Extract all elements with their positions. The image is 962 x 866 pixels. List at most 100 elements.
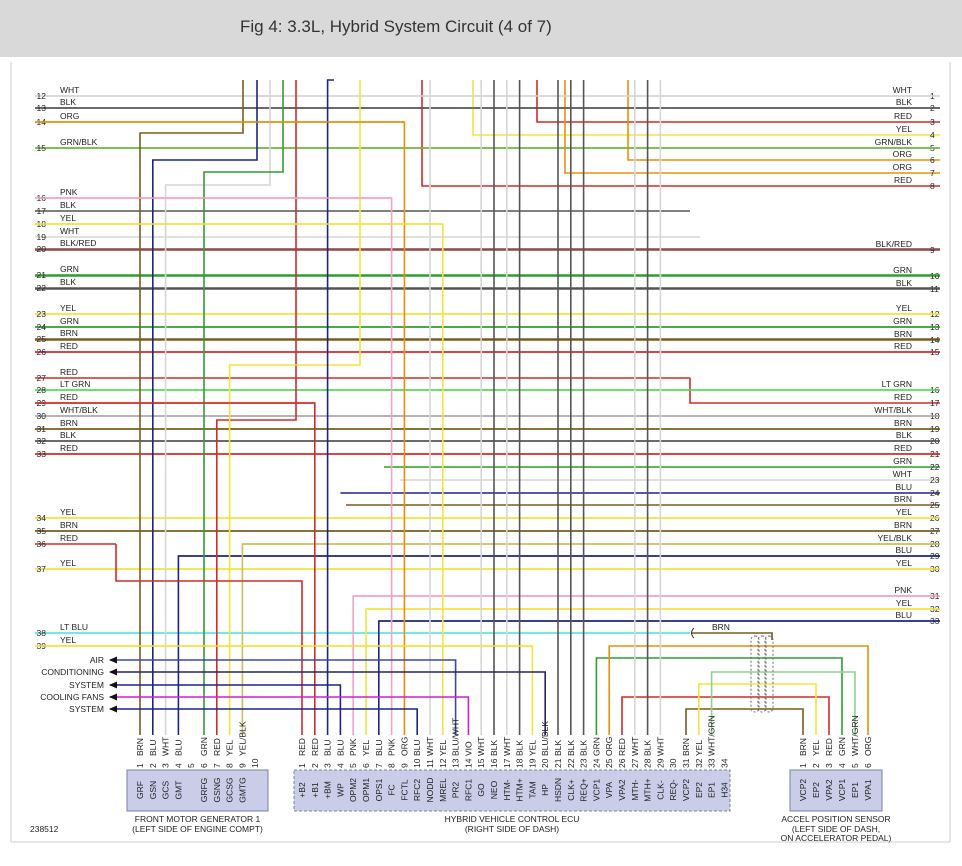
pin-wire-color: VIO (463, 741, 473, 756)
pin-wire-color: YEL (438, 740, 448, 756)
pin-wire-color: WHT (425, 737, 435, 756)
shield-drain (692, 632, 773, 640)
arrow-head (109, 656, 117, 664)
pin-number: 16 (489, 758, 499, 768)
connector-location: (LEFT SIDE OF ENGINE COMPT) (132, 824, 263, 834)
pin-wire-color: YEL (694, 740, 704, 756)
wire-color-label: RED (894, 341, 912, 351)
pin-name: +BM (323, 781, 333, 799)
pin-number: 34 (719, 758, 729, 768)
arrow-head (109, 705, 117, 713)
connector-name: HYBRID VEHICLE CONTROL ECU (445, 814, 580, 824)
wire-number: 23 (930, 475, 940, 485)
pin-number: 3 (323, 763, 333, 768)
wire-number: 24 (37, 322, 47, 332)
wire-number: 19 (37, 232, 47, 242)
external-circuit-label: COOLING FANS (40, 692, 104, 702)
pin-number: 17 (502, 758, 512, 768)
pin-wire-color: RED (617, 738, 627, 756)
pin-wire-color: BLU (412, 739, 422, 756)
wire-color-label: RED (894, 443, 912, 453)
wire-number: 30 (37, 411, 47, 421)
wire-color-label: BLK/RED (876, 239, 912, 249)
wire (35, 645, 534, 735)
connector-location: (LEFT SIDE OF DASH, (792, 824, 880, 834)
pin-number: 23 (579, 758, 589, 768)
wire-color-label: GRN/BLK (60, 137, 98, 147)
pin-wire-color: RED (310, 738, 320, 756)
pin-name: TAM (527, 781, 537, 798)
pin-name: H34 (719, 782, 729, 798)
pin-wire-color: ORG (604, 737, 614, 756)
wire-color-label: RED (60, 443, 78, 453)
pin-name: EP2 (694, 782, 704, 798)
pin-wire-color: WHT (630, 737, 640, 756)
arrow-head (109, 681, 117, 689)
wire-number: 32 (37, 436, 47, 446)
wire-color-label: WHT (893, 469, 912, 479)
wire (35, 223, 444, 735)
wire-number: 3 (930, 117, 935, 127)
pin-name: HTM+ (515, 778, 525, 801)
pin-wire-color: BLU (323, 739, 333, 756)
wire-color-label: WHT (893, 85, 912, 95)
wire-color-label: BRN (60, 520, 78, 530)
pin-wire-color: WHT/GRN (850, 715, 860, 756)
wire-color-label: GRN/BLK (875, 137, 913, 147)
wire-color-label: BLU (895, 545, 912, 555)
wire-number: 31 (37, 424, 47, 434)
wire (710, 671, 856, 735)
connector-name: FRONT MOTOR GENERATOR 1 (135, 814, 261, 824)
pin-name: VCP2 (681, 779, 691, 801)
pin-number: 9 (399, 763, 409, 768)
pin-wire-color: PNK (348, 738, 358, 756)
wire (110, 696, 470, 735)
pin-number: 3 (161, 763, 171, 768)
pin-wire-color: ORG (399, 737, 409, 756)
pin-name: REQ+ (579, 778, 589, 801)
pin-name: VCP1 (591, 779, 601, 801)
pin-wire-color: WHT/GRN (707, 715, 717, 756)
pin-wire-color: RED (297, 738, 307, 756)
pin-number: 30 (668, 758, 678, 768)
pin-number: 7 (212, 763, 222, 768)
pin-number: 7 (374, 763, 384, 768)
pin-wire-color: BLK (643, 740, 653, 756)
pin-name: EP1 (850, 782, 860, 798)
wire-color-label: PNK (895, 585, 913, 595)
pin-wire-color: YEL/BLK (237, 721, 247, 756)
wire-color-label: YEL (60, 213, 76, 223)
wire (627, 80, 940, 161)
wire-number: 20 (37, 244, 47, 254)
pin-wire-color: YEL (527, 740, 537, 756)
wire (152, 80, 258, 735)
pin-name: GCSG (225, 777, 235, 802)
wire (139, 80, 244, 735)
wire-color-label: YEL (896, 507, 912, 517)
wire-color-label: BLU (895, 610, 912, 620)
wire-color-label: GRN (893, 316, 912, 326)
wire-number: 28 (37, 385, 47, 395)
pin-name: NODD (425, 777, 435, 802)
wire-number: 33 (37, 449, 47, 459)
connector-box (789, 769, 883, 812)
wire (110, 684, 342, 735)
wire-color-label: LT GRN (882, 379, 912, 389)
wire (35, 197, 393, 735)
pin-number: 10 (250, 758, 260, 768)
wire-color-label: RED (894, 175, 912, 185)
header-bar: Fig 4: 3.3L, Hybrid System Circuit (4 of… (0, 0, 962, 57)
pin-number: 20 (540, 758, 550, 768)
wire-color-label: BRN (894, 329, 912, 339)
pin-number: 5 (186, 763, 196, 768)
pin-name: REQ- (668, 779, 678, 800)
external-circuit-label: AIR (90, 655, 104, 665)
pin-name: GMT (173, 781, 183, 800)
wire (352, 595, 940, 735)
wire-color-label: YEL (896, 124, 912, 134)
wire-number: 17 (930, 398, 940, 408)
wire-number: 4 (930, 130, 935, 140)
wire-number: 22 (37, 283, 47, 293)
wire-color-label: BLK (896, 97, 912, 107)
